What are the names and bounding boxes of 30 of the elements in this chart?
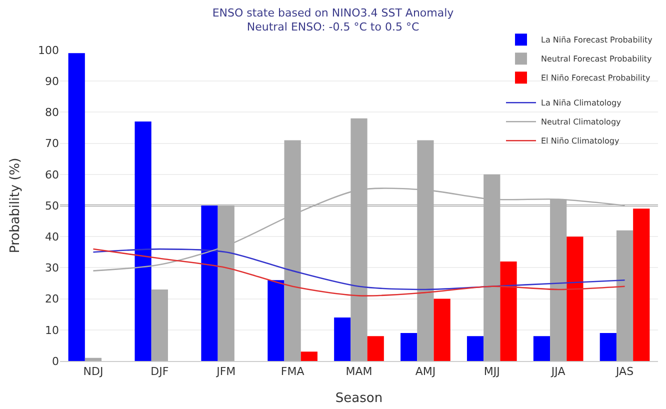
x-tick-label: MJJ <box>484 365 500 378</box>
x-tick-label: DJF <box>150 365 169 378</box>
legend-label: El Niño Forecast Probability <box>541 74 650 83</box>
legend-label: La Niña Climatology <box>541 98 622 108</box>
y-tick-label: 90 <box>45 74 59 88</box>
x-tick-label: MAM <box>346 365 372 378</box>
y-tick-label: 20 <box>45 292 59 306</box>
legend-label: La Niña Forecast Probability <box>541 36 653 45</box>
chart-subtitle: Neutral ENSO: -0.5 °C to 0.5 °C <box>246 20 420 34</box>
x-tick-label: JFM <box>216 365 236 378</box>
x-axis-title: Season <box>335 390 383 406</box>
y-tick-label: 30 <box>45 262 59 275</box>
x-tick-label: JAS <box>615 365 634 378</box>
legend-label: Neutral Climatology <box>541 118 622 127</box>
chart-title: ENSO state based on NINO3.4 SST Anomaly <box>212 6 454 20</box>
y-tick-label: 80 <box>45 106 59 120</box>
x-tick-label: JJA <box>550 365 566 378</box>
y-tick-label: 40 <box>45 230 59 244</box>
y-tick-label: 70 <box>45 137 59 150</box>
legend-label: El Niño Climatology <box>541 136 620 146</box>
y-axis-title: Probability (%) <box>8 158 23 254</box>
y-tick-label: 100 <box>38 44 59 57</box>
x-tick-label: AMJ <box>415 365 436 378</box>
y-tick-label: 60 <box>45 168 59 182</box>
x-tick-label: FMA <box>280 365 305 378</box>
y-tick-label: 50 <box>45 199 59 212</box>
x-tick-label: NDJ <box>83 365 104 378</box>
y-tick-label: 10 <box>45 324 59 337</box>
y-tick-label: 0 <box>52 354 59 368</box>
legend-label: Neutral Forecast Probability <box>541 54 652 64</box>
